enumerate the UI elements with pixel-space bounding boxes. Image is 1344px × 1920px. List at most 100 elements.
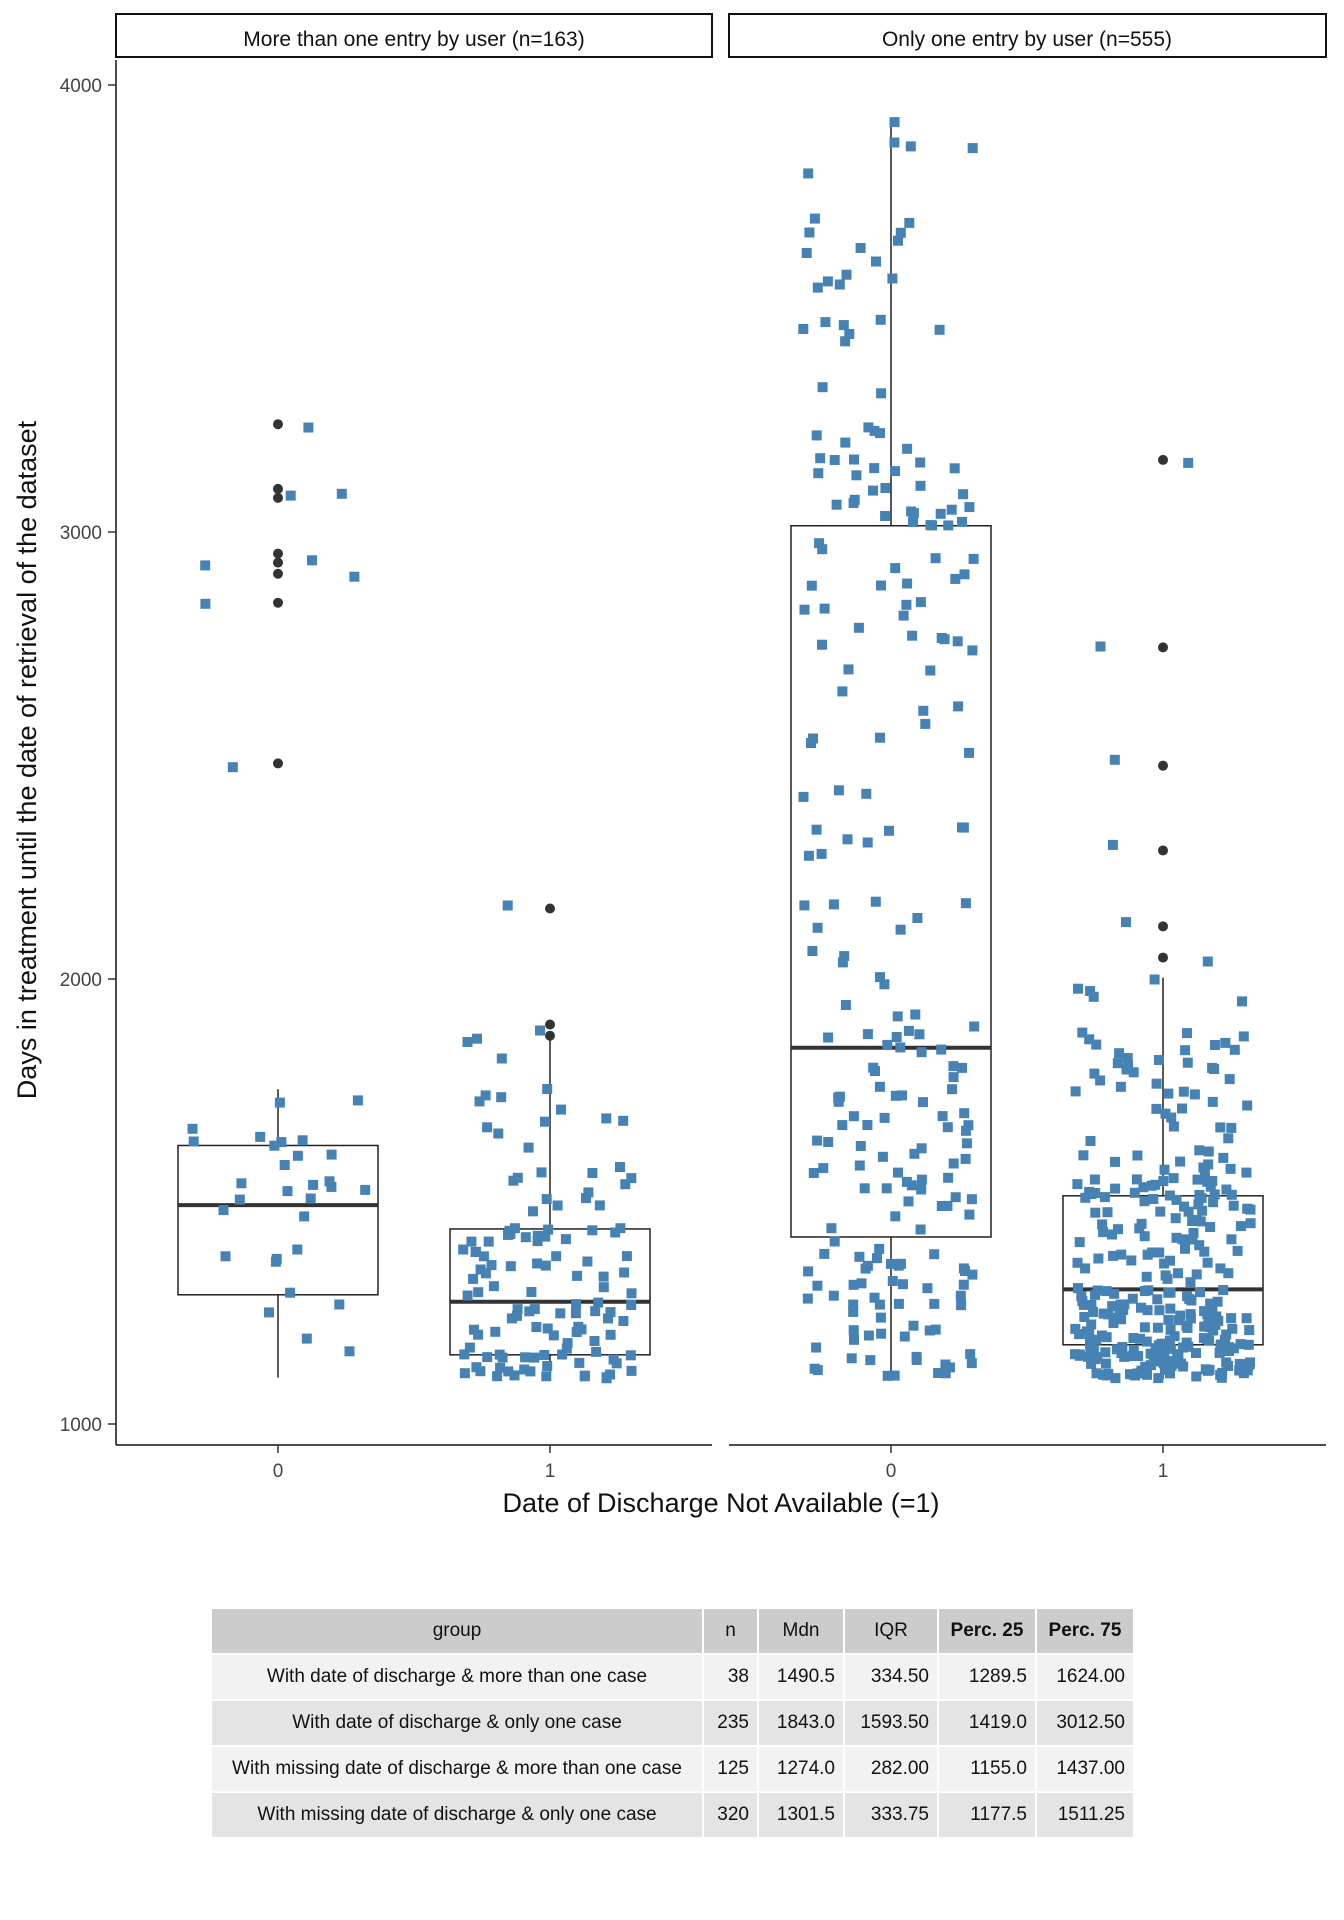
data-point <box>1074 1237 1085 1248</box>
data-point <box>903 1196 914 1207</box>
data-point <box>1182 1028 1192 1039</box>
data-point <box>1195 1287 1205 1298</box>
data-point <box>1238 1031 1249 1042</box>
data-point <box>1128 1067 1139 1078</box>
data-point <box>890 563 901 574</box>
data-point <box>904 217 915 228</box>
data-point <box>908 517 918 527</box>
data-point <box>495 1362 506 1373</box>
data-point <box>605 1329 616 1340</box>
data-point <box>1121 1064 1132 1075</box>
data-point <box>812 282 823 293</box>
data-point <box>875 428 885 439</box>
data-point <box>541 1194 552 1205</box>
cell-group: With missing date of discharge & more th… <box>212 1747 702 1791</box>
data-point <box>848 1111 859 1122</box>
data-point <box>1180 1045 1191 1056</box>
data-point <box>822 276 833 287</box>
data-point <box>1242 1100 1253 1111</box>
data-point <box>1207 1176 1218 1186</box>
data-point <box>292 1244 303 1255</box>
data-point <box>960 898 971 909</box>
data-point <box>1079 1312 1090 1322</box>
data-point <box>812 922 823 933</box>
data-point <box>1101 1286 1112 1297</box>
data-point <box>1158 1176 1169 1187</box>
data-point <box>308 1179 319 1190</box>
data-point <box>1102 1207 1113 1218</box>
data-point <box>876 1328 887 1339</box>
data-point <box>1134 1223 1145 1234</box>
data-point <box>1127 1351 1138 1362</box>
data-point <box>908 508 919 519</box>
data-point <box>551 1251 562 1262</box>
data-point <box>930 553 941 564</box>
data-point <box>922 1283 933 1294</box>
data-point <box>543 1224 554 1235</box>
data-point <box>876 580 886 591</box>
data-point <box>1187 1234 1198 1245</box>
data-point <box>1110 1183 1121 1194</box>
data-point <box>846 1353 857 1364</box>
data-point <box>806 580 817 591</box>
x-tick-left-1: 1 <box>545 1445 555 1482</box>
data-point <box>292 1150 303 1161</box>
data-point <box>907 630 918 641</box>
data-point <box>1154 1055 1164 1065</box>
data-point <box>464 1342 475 1353</box>
data-point <box>905 141 916 152</box>
data-point <box>869 425 880 436</box>
data-point <box>804 227 815 238</box>
table-row: With missing date of discharge & more th… <box>212 1747 1133 1791</box>
svg-text:0: 0 <box>273 1461 284 1482</box>
data-point <box>940 1368 951 1379</box>
data-point <box>817 382 828 393</box>
data-point <box>809 213 820 224</box>
data-point <box>1223 1268 1234 1279</box>
data-point <box>480 1090 491 1101</box>
table-row: With date of discharge & only one case 2… <box>212 1701 1133 1745</box>
data-point <box>1226 1234 1237 1245</box>
data-point <box>218 1205 229 1216</box>
data-point <box>1128 1333 1139 1343</box>
data-point <box>285 490 296 501</box>
data-point <box>535 1025 545 1036</box>
data-point <box>1085 1136 1096 1146</box>
data-point <box>552 1200 563 1211</box>
data-point <box>1218 1152 1229 1163</box>
data-point <box>279 1160 290 1170</box>
svg-text:1000: 1000 <box>60 1415 102 1436</box>
data-point <box>865 1355 876 1366</box>
data-point <box>1203 1318 1214 1329</box>
table-header-row: group n Mdn IQR Perc. 25 Perc. 75 <box>212 1609 1133 1653</box>
data-point <box>512 1310 522 1321</box>
data-point <box>875 1312 886 1323</box>
outlier-point <box>1158 760 1168 771</box>
data-point <box>833 785 844 796</box>
data-point <box>834 279 845 290</box>
data-point <box>1127 1293 1138 1304</box>
cell-n: 125 <box>704 1747 757 1791</box>
data-point <box>837 1120 848 1131</box>
data-point <box>615 1223 626 1234</box>
data-point <box>876 388 887 399</box>
data-point <box>890 1211 901 1222</box>
data-point <box>1091 1039 1102 1050</box>
data-point <box>605 1369 616 1380</box>
data-point <box>898 1279 908 1290</box>
data-point <box>576 1324 587 1335</box>
data-point <box>269 1140 280 1151</box>
data-point <box>468 1273 479 1284</box>
data-point <box>615 1162 625 1172</box>
data-point <box>924 1325 935 1336</box>
data-point <box>1223 1133 1234 1144</box>
data-point <box>555 1308 566 1319</box>
data-point <box>618 1316 629 1326</box>
data-point <box>1110 1156 1120 1167</box>
data-point <box>1171 1194 1182 1205</box>
data-point <box>963 1120 974 1131</box>
data-point <box>459 1368 470 1379</box>
data-point <box>848 1325 859 1336</box>
data-point <box>1122 1053 1133 1063</box>
data-point <box>798 324 809 334</box>
